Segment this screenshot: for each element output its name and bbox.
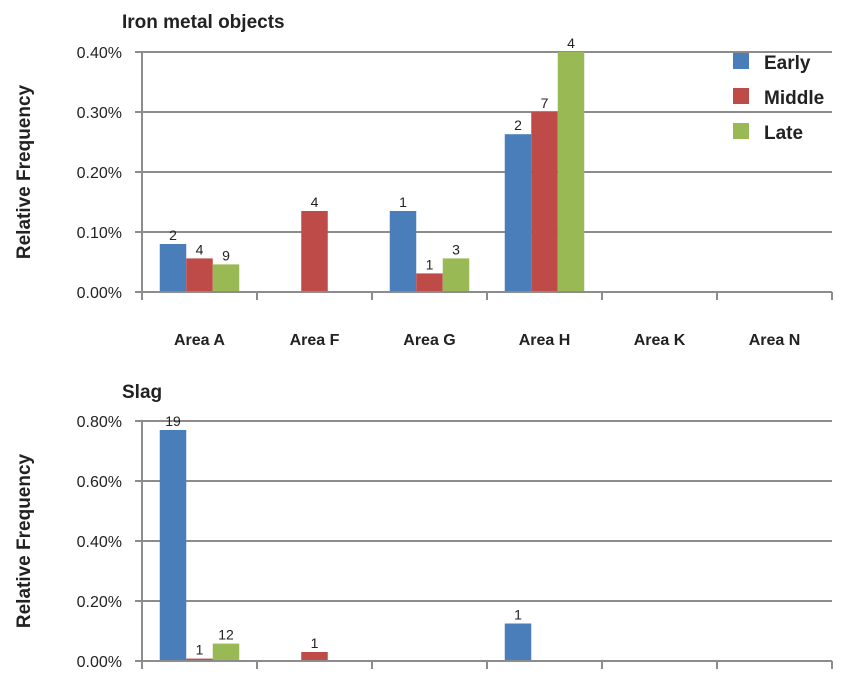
bar-middle [531, 112, 558, 292]
y-tick-labels: 0.00% 0.10% 0.20% 0.30% 0.40% [77, 45, 122, 302]
bars [159, 52, 585, 292]
bar-early [389, 211, 417, 292]
data-label: 12 [218, 627, 234, 643]
data-label: 1 [514, 607, 522, 623]
legend-swatch-late [733, 123, 749, 139]
chart-title: Iron metal objects [122, 12, 285, 33]
y-tick-label: 0.60% [77, 474, 122, 491]
data-label: 1 [426, 256, 434, 272]
bar-middle [301, 211, 328, 292]
y-tick-label: 0.40% [77, 534, 122, 551]
legend-swatch-early [733, 53, 749, 69]
y-tick-label: 0.20% [77, 594, 122, 611]
data-label: 9 [222, 247, 230, 263]
y-tick-label: 0.10% [77, 225, 122, 242]
x-tick-label: Area K [634, 332, 686, 349]
gridlines [142, 51, 832, 293]
gridlines [142, 420, 832, 662]
data-label: 2 [514, 117, 522, 133]
legend-label-late: Late [764, 123, 803, 144]
legend-label-middle: Middle [764, 88, 824, 109]
bar-middle [186, 258, 213, 292]
bar-late [212, 264, 240, 292]
data-label: 4 [567, 35, 575, 51]
chart-title: Slag [122, 382, 162, 403]
bar-middle [301, 652, 328, 661]
legend: Early Middle Late [733, 53, 824, 144]
data-label: 2 [169, 227, 177, 243]
x-tick-label: Area H [519, 332, 571, 349]
bar-early [159, 430, 187, 661]
chart-iron-metal-objects: Iron metal objects Relative Frequency 2 1… [14, 12, 833, 349]
bar-late [442, 258, 470, 292]
legend-swatch-middle [733, 88, 749, 104]
data-label: 1 [196, 642, 204, 658]
legend-label-early: Early [764, 53, 811, 74]
bar-middle [186, 658, 213, 661]
data-label: 19 [165, 413, 181, 429]
data-label: 4 [196, 241, 204, 257]
y-tick-label: 0.30% [77, 105, 122, 122]
x-tick-labels: Area A Area F Area G Area H Area K Area N [174, 332, 800, 349]
data-labels: 2 1 2 4 4 1 7 9 3 4 [169, 35, 575, 272]
chart-slag: Slag Relative Frequency 19 1 1 1 12 0.00% 0.2… [14, 382, 833, 671]
bar-early [504, 623, 532, 661]
data-label: 7 [541, 95, 549, 111]
data-label: 1 [399, 194, 407, 210]
y-tick-labels: 0.00% 0.20% 0.40% 0.60% 0.80% [77, 414, 122, 671]
data-labels: 19 1 1 1 12 [165, 413, 522, 658]
y-tick-label: 0.20% [77, 165, 122, 182]
bar-late [212, 643, 240, 661]
bar-early [504, 134, 532, 292]
bar-middle [416, 273, 443, 292]
x-tick-label: Area G [403, 332, 455, 349]
bar-late [557, 52, 585, 292]
axes [135, 420, 833, 669]
x-tick-label: Area A [174, 332, 225, 349]
y-axis-label: Relative Frequency [14, 84, 35, 259]
data-label: 4 [311, 194, 319, 210]
y-axis-label: Relative Frequency [14, 453, 35, 628]
y-tick-label: 0.80% [77, 414, 122, 431]
y-tick-label: 0.00% [77, 285, 122, 302]
axes [135, 51, 833, 300]
x-tick-label: Area N [749, 332, 801, 349]
y-tick-label: 0.00% [77, 654, 122, 671]
x-tick-label: Area F [290, 332, 340, 349]
y-tick-label: 0.40% [77, 45, 122, 62]
data-label: 1 [311, 635, 319, 651]
data-label: 3 [452, 241, 460, 257]
bars [159, 430, 532, 661]
bar-early [159, 244, 187, 292]
